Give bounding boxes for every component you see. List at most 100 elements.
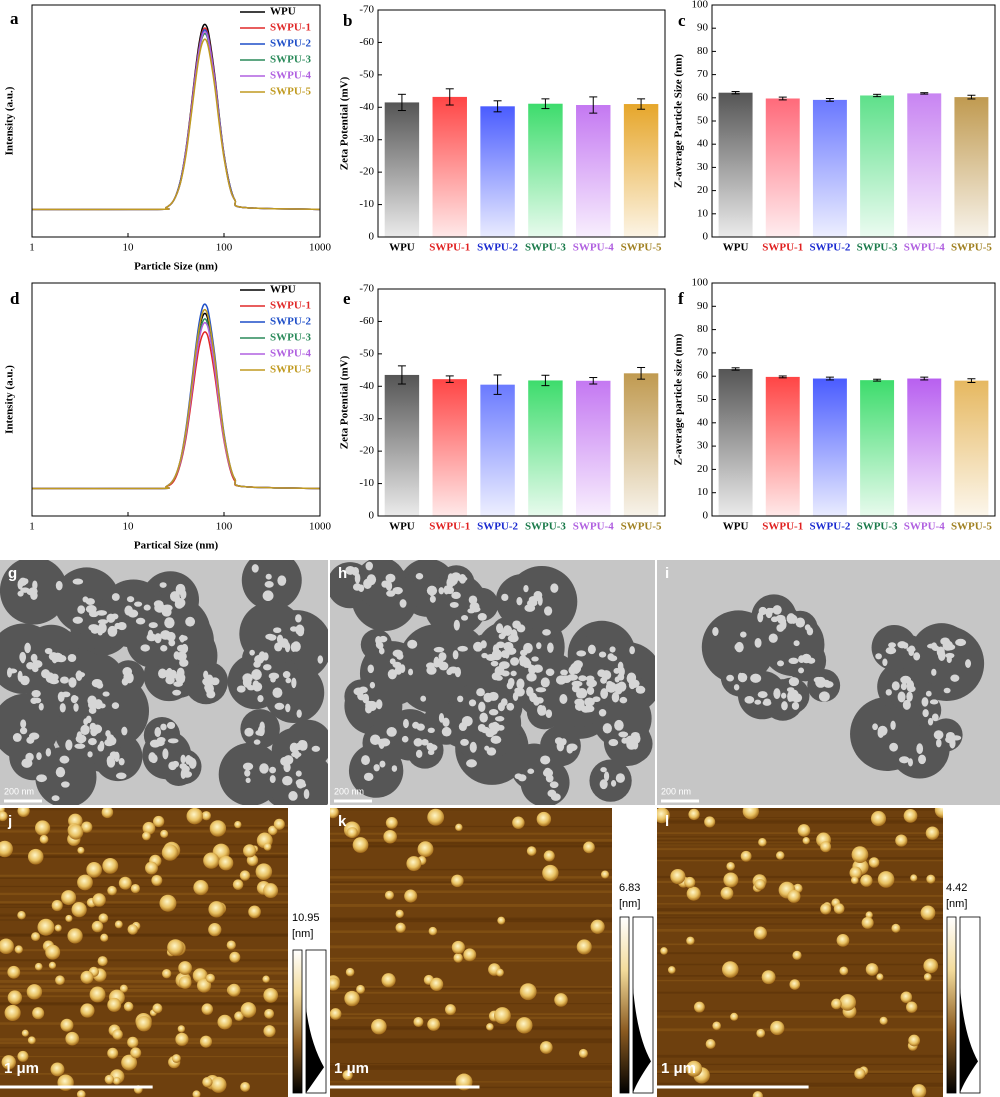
- scan-line: [330, 841, 612, 843]
- particle: [478, 701, 486, 713]
- particle: [311, 745, 321, 752]
- particle: [891, 923, 901, 933]
- particle: [199, 1035, 213, 1048]
- particle: [65, 914, 73, 923]
- legend-label: SWPU-3: [270, 54, 311, 66]
- particle: [516, 1017, 533, 1034]
- scan-line: [0, 906, 288, 908]
- particle: [927, 717, 934, 726]
- particle: [756, 1028, 766, 1038]
- particle: [39, 834, 49, 844]
- particle: [510, 657, 520, 666]
- x-tick-label: SWPU-5: [951, 242, 992, 254]
- particle: [545, 709, 553, 719]
- particle: [542, 864, 559, 882]
- particle: [285, 703, 291, 713]
- particle: [549, 781, 559, 789]
- particle: [788, 657, 799, 664]
- particle: [839, 994, 856, 1011]
- scan-line: [0, 985, 288, 988]
- particle: [461, 615, 469, 621]
- x-tick-label: 10: [123, 242, 135, 254]
- particle: [758, 606, 767, 616]
- particle: [566, 745, 574, 754]
- plot-frame: [711, 282, 996, 517]
- particle: [451, 874, 464, 888]
- particle: [282, 775, 293, 786]
- particle: [453, 619, 460, 631]
- particle: [366, 574, 377, 586]
- scan-line: [330, 1039, 612, 1042]
- y-tick-label: -20: [359, 445, 374, 457]
- particle: [446, 668, 453, 676]
- particle: [269, 775, 276, 783]
- particle: [484, 745, 490, 751]
- scan-line: [657, 963, 943, 966]
- scan-line: [0, 1038, 288, 1041]
- particle: [268, 672, 280, 680]
- bar: [576, 105, 611, 237]
- particle: [102, 857, 119, 874]
- particle: [712, 627, 719, 636]
- panel-label: g: [8, 565, 17, 582]
- particle: [781, 692, 787, 699]
- particle: [303, 788, 310, 800]
- particle: [375, 699, 383, 710]
- particle: [415, 749, 423, 758]
- scan-line: [330, 1026, 612, 1029]
- x-tick-label: SWPU-5: [621, 242, 662, 254]
- particle: [514, 687, 525, 697]
- particle: [775, 851, 785, 860]
- particle: [234, 820, 242, 829]
- particle: [518, 655, 527, 664]
- scan-line: [330, 1065, 612, 1068]
- particle: [602, 723, 612, 734]
- scan-line: [330, 1003, 612, 1005]
- particle: [227, 983, 241, 997]
- particle: [27, 1036, 36, 1045]
- particle: [178, 976, 192, 989]
- scan-line: [330, 1063, 612, 1065]
- x-tick-label: SWPU-3: [857, 242, 898, 254]
- particle: [877, 871, 895, 888]
- particle: [273, 818, 285, 830]
- particle: [31, 689, 41, 698]
- particle: [240, 1002, 257, 1018]
- colorbar-unit: [nm]: [946, 898, 967, 910]
- legend-label: WPU: [270, 284, 296, 296]
- particle: [438, 712, 445, 723]
- x-tick-label: SWPU-1: [429, 242, 470, 254]
- y-tick-label: 60: [697, 370, 709, 382]
- particle: [245, 777, 251, 783]
- particle: [512, 620, 521, 629]
- particle: [907, 758, 913, 767]
- panel-label: d: [10, 289, 20, 308]
- particle: [253, 739, 261, 745]
- micrograph: 1 μm k: [330, 808, 612, 1097]
- particle: [32, 1007, 45, 1020]
- particle: [115, 772, 127, 780]
- scan-line: [0, 876, 288, 879]
- particle: [282, 671, 291, 679]
- series-line: [31, 23, 321, 211]
- particle: [106, 757, 116, 768]
- y-tick-label: 40: [697, 416, 709, 428]
- particle: [507, 677, 515, 687]
- particle: [417, 841, 434, 858]
- particle: [413, 738, 423, 747]
- particle: [900, 682, 908, 691]
- scan-line: [330, 883, 612, 886]
- plot-frame: [711, 4, 996, 238]
- particle: [38, 702, 44, 711]
- particle: [274, 702, 285, 710]
- colorbar: [946, 916, 957, 1094]
- scan-line: [0, 843, 288, 846]
- particle: [497, 916, 506, 925]
- particle: [876, 973, 884, 981]
- scan-line: [330, 839, 612, 842]
- particle: [373, 764, 380, 772]
- scan-line: [330, 843, 612, 845]
- particle: [931, 668, 937, 676]
- scale-bar-label: 200 nm: [661, 786, 691, 796]
- scan-line: [330, 1017, 612, 1019]
